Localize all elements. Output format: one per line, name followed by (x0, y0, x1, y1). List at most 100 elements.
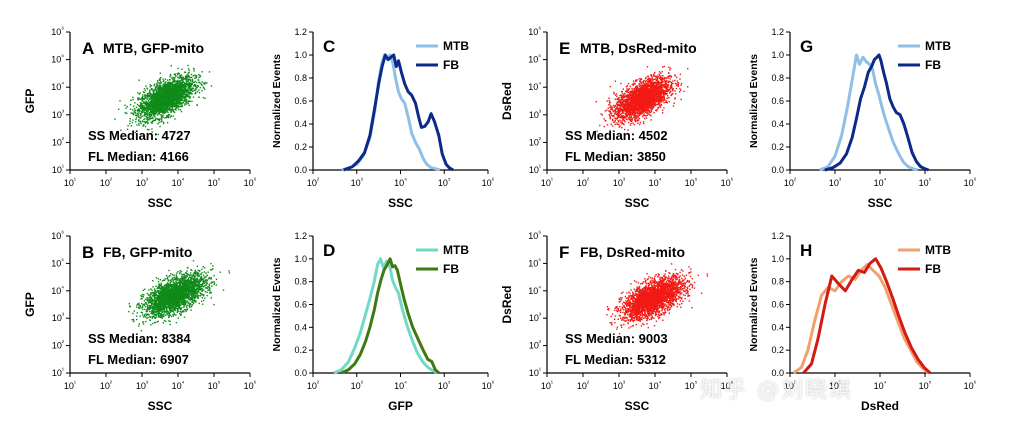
B-point (197, 287, 199, 289)
A-point (166, 102, 168, 105)
B-point (179, 314, 182, 317)
B-point (153, 292, 156, 294)
A-point (143, 94, 146, 96)
A-point (189, 76, 191, 79)
A-point (173, 92, 175, 94)
B-point (195, 273, 197, 276)
A-point (154, 104, 156, 106)
B-point (158, 312, 160, 314)
B-point (166, 302, 168, 304)
A-point (160, 81, 162, 83)
B-point (167, 311, 169, 313)
A-point (184, 100, 186, 102)
A-point (142, 115, 144, 117)
B-point (206, 282, 208, 285)
A-point (159, 106, 161, 108)
B-point (159, 306, 161, 308)
B-point (205, 272, 207, 274)
B-point (192, 274, 195, 276)
B-point (143, 316, 145, 318)
B-point (177, 278, 179, 280)
B-point (150, 292, 152, 294)
A-point (151, 100, 154, 102)
A-point (146, 87, 148, 89)
A-point (162, 122, 165, 125)
B-point (174, 308, 176, 310)
B-point (147, 308, 149, 311)
B-point (203, 282, 205, 284)
A-point (165, 98, 167, 101)
A-point (162, 105, 164, 108)
A-point (166, 90, 168, 92)
A-point (160, 119, 163, 121)
B-point (198, 279, 201, 281)
B-point (180, 311, 182, 313)
A-point (189, 88, 191, 91)
A-point (158, 110, 161, 112)
B-point (179, 297, 181, 300)
A-point (159, 78, 161, 80)
B-point (146, 306, 149, 308)
A-point (173, 104, 176, 106)
B-point (190, 292, 192, 294)
B-point (179, 301, 181, 303)
B-point (164, 287, 167, 289)
A-point (125, 112, 128, 115)
A-point (158, 113, 161, 115)
B-point (158, 301, 160, 303)
A-point (154, 111, 156, 113)
B-point (171, 290, 173, 292)
B-point (215, 278, 218, 281)
A-point (139, 107, 142, 109)
B-point (169, 281, 172, 284)
B-point (188, 279, 190, 281)
B-point (177, 291, 179, 294)
A-point (176, 94, 179, 97)
B-point (160, 302, 162, 304)
B-point (154, 321, 156, 324)
B-point (200, 279, 202, 281)
B-point (189, 290, 192, 293)
B-point (169, 310, 172, 312)
A-point (149, 103, 151, 106)
B-point (176, 308, 179, 310)
B-point (169, 301, 171, 303)
B-point (146, 313, 148, 315)
B-point (155, 302, 157, 305)
A-point (153, 97, 155, 99)
B-point (187, 286, 189, 289)
A-point (182, 80, 184, 83)
A-point (138, 124, 140, 126)
A-point (182, 96, 184, 98)
B-point (158, 294, 161, 297)
A-point (152, 117, 154, 120)
B-point (158, 313, 161, 315)
B-point (172, 315, 175, 317)
A-point (178, 97, 180, 99)
B-point (186, 281, 188, 283)
A-point (165, 84, 168, 86)
A-point (142, 125, 144, 127)
A-point (161, 101, 163, 103)
A-point (159, 93, 161, 95)
A-point (177, 72, 180, 74)
A-point (150, 93, 152, 95)
B-point (155, 277, 158, 279)
B-point (139, 304, 141, 307)
A-point (168, 90, 170, 92)
B-point (146, 299, 149, 301)
B-point (176, 289, 179, 291)
A-point (175, 109, 177, 111)
A-point (160, 101, 162, 103)
A-point (154, 87, 156, 89)
B-point (178, 306, 180, 308)
B-point (203, 281, 205, 283)
A-point (161, 88, 164, 90)
B-point (181, 296, 183, 299)
A-point (177, 79, 179, 82)
A-point (133, 105, 135, 107)
B-point (174, 306, 176, 309)
A-point (167, 113, 170, 116)
A-point (139, 109, 141, 111)
B-point (186, 280, 189, 283)
